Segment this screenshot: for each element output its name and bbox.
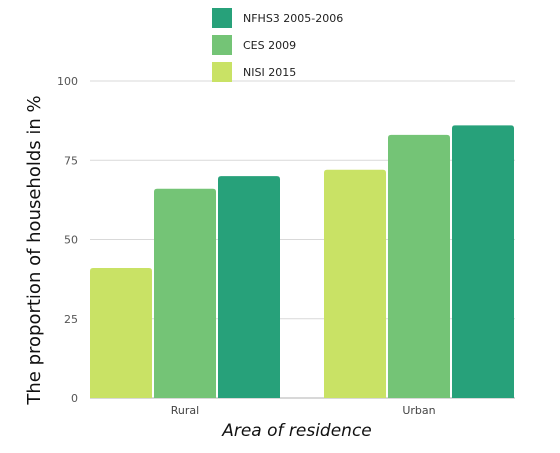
legend-swatch xyxy=(212,62,232,82)
label-layer: 0 25 50 75 100 Rural Urban xyxy=(57,75,436,417)
bar-layer xyxy=(90,125,514,398)
legend-label: CES 2009 xyxy=(243,39,296,52)
y-tick-label: 50 xyxy=(64,234,78,247)
y-tick-label: 75 xyxy=(64,154,78,167)
grid-layer xyxy=(90,80,515,399)
bar-rural-0 xyxy=(90,268,152,398)
legend-label: NISI 2015 xyxy=(243,66,296,79)
bar-rural-2 xyxy=(218,176,280,398)
y-tick-label: 100 xyxy=(57,75,78,88)
x-tick-label-urban: Urban xyxy=(402,404,435,417)
bar-rural-1 xyxy=(154,188,216,398)
y-tick-label: 0 xyxy=(71,392,78,405)
bar-urban-1 xyxy=(388,134,450,398)
x-tick-label-rural: Rural xyxy=(171,404,199,417)
legend: NFHS3 2005-2006 CES 2009 NISI 2015 xyxy=(212,8,343,82)
y-tick-label: 25 xyxy=(64,313,78,326)
y-axis-title: The proportion of households in % xyxy=(24,95,45,405)
bar-urban-0 xyxy=(324,169,386,398)
x-axis-title: Area of residence xyxy=(221,421,372,441)
legend-label: NFHS3 2005-2006 xyxy=(243,12,343,25)
bar-urban-2 xyxy=(452,125,514,398)
legend-swatch xyxy=(212,35,232,55)
legend-swatch xyxy=(212,8,232,28)
